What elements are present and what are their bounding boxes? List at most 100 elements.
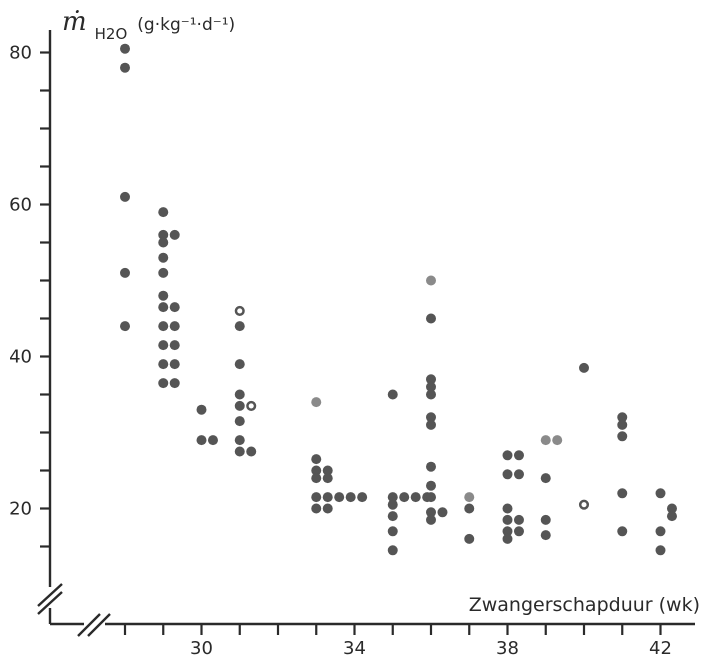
data-point-64 xyxy=(426,461,436,472)
data-point-96 xyxy=(666,503,677,514)
data-point-13 xyxy=(169,302,180,313)
data-point-3 xyxy=(120,267,130,278)
data-point-0 xyxy=(120,43,130,54)
data-point-74 xyxy=(513,450,524,461)
data-point-75 xyxy=(502,469,513,480)
data-point-81 xyxy=(513,526,524,537)
x-axis-label: Zwangerschapduur (wk) xyxy=(469,594,700,616)
x-tick-label-38: 38 xyxy=(496,638,519,658)
y-axis-break-marker xyxy=(37,583,63,615)
data-point-38 xyxy=(322,465,333,476)
data-point-14 xyxy=(158,321,169,332)
data-point-7 xyxy=(169,229,180,240)
data-point-30 xyxy=(246,400,257,411)
data-point-76 xyxy=(513,469,524,480)
data-point-97 xyxy=(666,511,677,522)
data-point-32 xyxy=(234,435,245,446)
data-point-33 xyxy=(234,446,245,457)
data-point-18 xyxy=(158,359,169,370)
data-point-62 xyxy=(426,412,436,423)
data-point-2 xyxy=(120,191,130,202)
data-point-60 xyxy=(426,381,436,392)
y-axis-label-symbol: ṁ xyxy=(62,7,87,37)
data-point-77 xyxy=(502,503,513,514)
data-point-49 xyxy=(387,492,398,503)
data-point-99 xyxy=(655,545,666,556)
data-point-21 xyxy=(169,378,180,389)
data-point-85 xyxy=(540,473,551,484)
data-point-44 xyxy=(345,492,356,503)
data-point-79 xyxy=(513,514,524,525)
data-point-56 xyxy=(387,545,398,556)
data-point-54 xyxy=(387,511,398,522)
data-point-63 xyxy=(426,419,436,430)
data-points xyxy=(120,43,677,556)
data-point-31 xyxy=(234,416,245,427)
data-point-36 xyxy=(311,454,322,465)
x-tick-label-42: 42 xyxy=(649,638,672,658)
data-point-26 xyxy=(234,321,245,332)
data-point-73 xyxy=(502,450,513,461)
data-point-83 xyxy=(540,435,551,446)
data-point-58 xyxy=(426,313,436,324)
data-point-95 xyxy=(655,488,666,499)
data-point-29 xyxy=(234,400,245,411)
data-point-66 xyxy=(426,492,436,503)
data-point-1 xyxy=(120,62,130,73)
data-point-8 xyxy=(158,237,169,248)
data-point-86 xyxy=(540,514,551,525)
x-tick-label-30: 30 xyxy=(190,638,213,658)
y-tick-label-40: 40 xyxy=(9,347,32,368)
data-point-47 xyxy=(322,503,333,514)
data-point-34 xyxy=(246,446,257,457)
data-point-40 xyxy=(322,473,333,484)
data-point-69 xyxy=(426,514,436,525)
data-point-24 xyxy=(207,435,218,446)
data-point-11 xyxy=(158,290,169,301)
data-point-55 xyxy=(387,526,398,537)
data-point-51 xyxy=(410,492,421,503)
data-point-98 xyxy=(655,526,666,537)
data-point-59 xyxy=(426,374,436,385)
x-tick-label-34: 34 xyxy=(343,638,366,658)
data-point-61 xyxy=(426,389,436,400)
data-point-89 xyxy=(578,499,590,510)
data-point-15 xyxy=(169,321,180,332)
data-point-92 xyxy=(617,431,628,442)
data-point-28 xyxy=(234,389,245,400)
y-axis-label: ṁ H2O (g·kg⁻¹·d⁻¹) xyxy=(62,7,235,43)
data-point-53 xyxy=(387,499,398,510)
data-point-39 xyxy=(311,473,322,484)
data-point-93 xyxy=(617,488,628,499)
data-point-87 xyxy=(540,530,551,541)
data-point-12 xyxy=(158,302,169,313)
data-point-19 xyxy=(169,359,180,370)
data-point-10 xyxy=(158,267,169,278)
data-point-5 xyxy=(158,207,169,218)
data-point-20 xyxy=(158,378,169,389)
data-point-35 xyxy=(311,397,322,408)
data-point-23 xyxy=(196,435,207,446)
data-point-90 xyxy=(617,412,628,423)
data-point-45 xyxy=(357,492,368,503)
y-tick-label-80: 80 xyxy=(9,43,32,64)
data-point-6 xyxy=(158,229,169,240)
data-point-43 xyxy=(334,492,345,503)
data-point-84 xyxy=(552,435,563,446)
y-axis-label-subscript: H2O xyxy=(95,25,128,43)
data-point-68 xyxy=(437,507,448,518)
y-tick-label-60: 60 xyxy=(9,195,32,216)
axes xyxy=(37,30,695,637)
data-point-46 xyxy=(311,503,322,514)
data-point-78 xyxy=(502,514,513,525)
data-point-9 xyxy=(158,252,169,263)
data-point-91 xyxy=(617,419,628,430)
data-point-57 xyxy=(426,275,436,286)
data-point-41 xyxy=(311,492,322,503)
data-point-22 xyxy=(196,404,207,415)
data-point-67 xyxy=(426,507,436,518)
data-point-27 xyxy=(234,359,245,370)
data-point-50 xyxy=(399,492,410,503)
data-point-88 xyxy=(579,362,589,373)
